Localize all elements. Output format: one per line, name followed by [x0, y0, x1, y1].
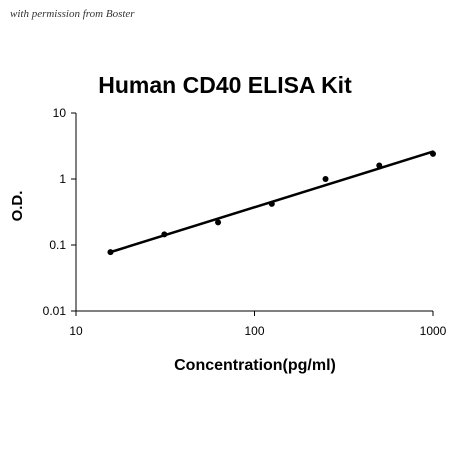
y-tick-label: 1 — [59, 172, 66, 186]
y-tick-label: 10 — [53, 106, 67, 120]
data-point — [161, 231, 168, 238]
data-point — [215, 219, 222, 226]
data-points — [107, 150, 436, 256]
data-point — [430, 150, 436, 157]
chart-title: Human CD40 ELISA Kit — [98, 72, 352, 98]
watermark-text: with permission from Boster — [10, 8, 135, 20]
y-axis-label: O.D. — [9, 191, 26, 222]
x-tick-label: 1000 — [420, 324, 447, 338]
data-point — [322, 176, 329, 182]
y-tick-label: 0.1 — [49, 238, 66, 252]
x-tick-label: 100 — [244, 324, 264, 338]
y-tick-label: 0.01 — [43, 304, 67, 318]
chart-ticks: 0.01 0.1 1 10 10 100 1000 — [43, 106, 447, 338]
chart-axes — [75, 113, 433, 312]
data-point — [107, 249, 114, 256]
data-point — [268, 200, 275, 207]
x-axis-label: Concentration(pg/ml) — [174, 357, 336, 374]
x-tick-label: 10 — [69, 324, 83, 338]
data-point — [376, 162, 383, 169]
